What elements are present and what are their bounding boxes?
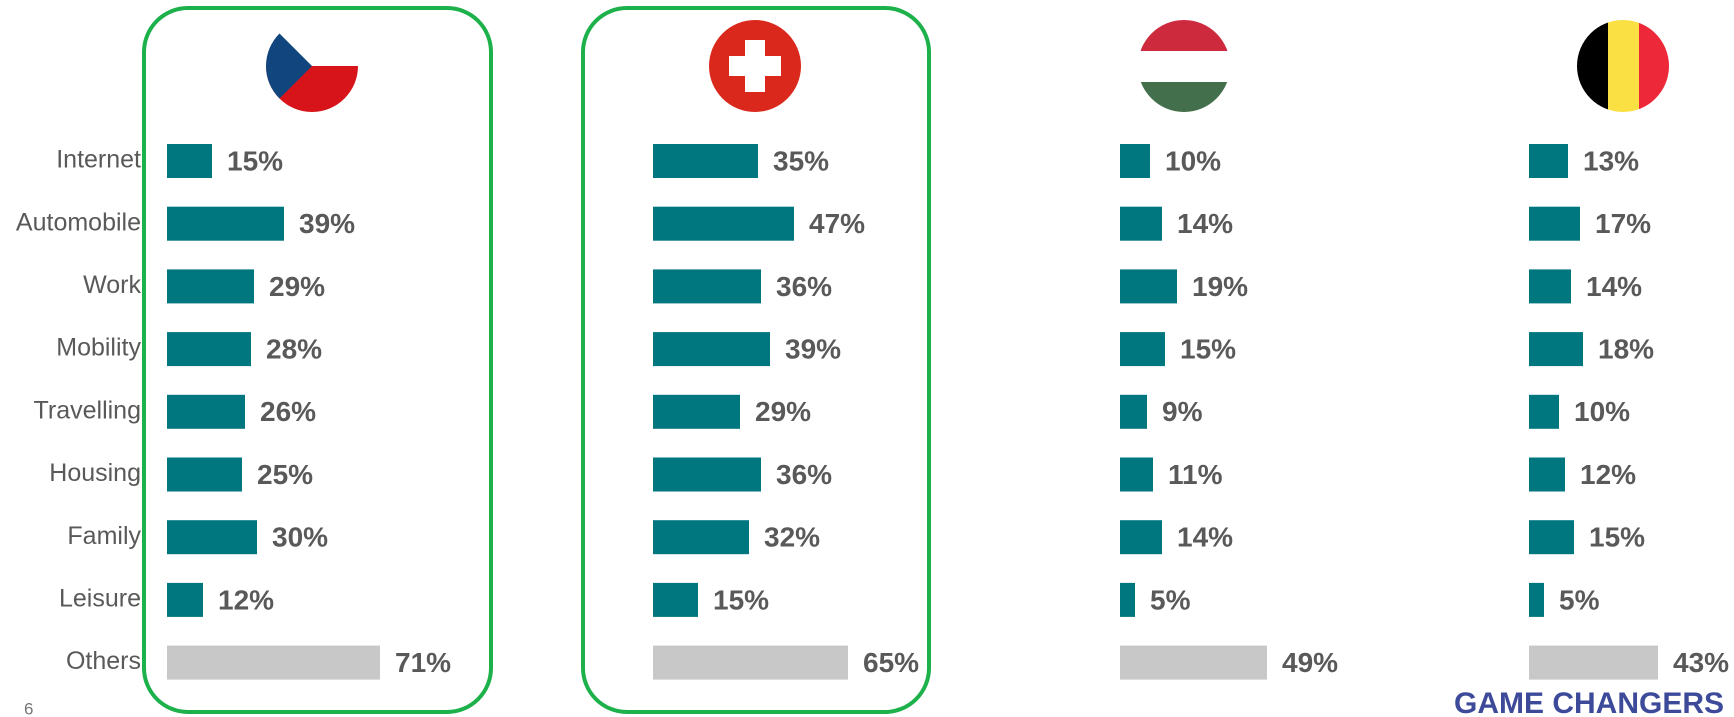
bar [167, 144, 212, 178]
category-label: Work [83, 271, 141, 299]
value-label: 39% [785, 333, 841, 364]
bar [1120, 332, 1165, 367]
bar [653, 457, 761, 492]
category-label: Family [67, 522, 141, 550]
value-label: 12% [218, 584, 274, 615]
value-label: 47% [809, 208, 865, 239]
value-label: 28% [266, 333, 322, 364]
value-label: 26% [260, 396, 316, 427]
highlight-box [142, 6, 493, 714]
bar [1529, 144, 1568, 178]
highlight-box [581, 6, 931, 714]
value-label: 14% [1586, 271, 1642, 302]
bar [653, 206, 794, 241]
value-label: 15% [1589, 522, 1645, 553]
bar [1529, 332, 1583, 367]
bar [1120, 457, 1153, 492]
value-label: 29% [755, 396, 811, 427]
category-label: Automobile [16, 208, 141, 236]
value-label: 65% [863, 647, 919, 678]
value-label: 13% [1583, 145, 1639, 176]
bar [653, 520, 749, 555]
value-label: 10% [1574, 396, 1630, 427]
value-label: 5% [1559, 584, 1600, 615]
value-label: 15% [1180, 333, 1236, 364]
value-label: 36% [776, 271, 832, 302]
bar [1529, 457, 1565, 492]
category-label: Others [66, 647, 141, 675]
bar [167, 520, 257, 555]
page-number: 6 [24, 699, 33, 717]
value-label: 43% [1673, 647, 1729, 678]
bar [653, 582, 698, 617]
bar [653, 269, 761, 304]
value-label: 71% [395, 647, 451, 678]
bar [167, 645, 380, 680]
bar [1120, 144, 1150, 178]
bar [1529, 269, 1571, 304]
bar [1529, 394, 1559, 429]
bar [1529, 520, 1574, 555]
brand: GAME CHANGERS [1454, 687, 1724, 717]
value-label: 11% [1168, 459, 1223, 490]
value-label: 14% [1177, 208, 1233, 239]
value-label: 30% [272, 522, 328, 553]
value-label: 25% [257, 459, 313, 490]
value-label: 29% [269, 271, 325, 302]
bar [1529, 582, 1544, 617]
flag-hungary [1138, 20, 1230, 112]
bar [1120, 520, 1162, 555]
bar [167, 206, 284, 241]
value-label: 15% [713, 584, 769, 615]
flag-switzerland [709, 20, 801, 112]
value-label: 49% [1282, 647, 1338, 678]
category-label: Internet [56, 146, 141, 174]
value-label: 18% [1598, 333, 1654, 364]
bar [1120, 582, 1135, 617]
value-label: 19% [1192, 271, 1248, 302]
value-label: 10% [1165, 145, 1221, 176]
bar [1120, 269, 1177, 304]
bar [167, 394, 245, 429]
value-label: 5% [1150, 584, 1191, 615]
category-label: Leisure [59, 585, 141, 613]
value-label: 12% [1580, 459, 1636, 490]
bar [167, 269, 254, 304]
value-label: 17% [1595, 208, 1651, 239]
bar [653, 332, 770, 367]
bar [167, 457, 242, 492]
flag-czech [266, 20, 358, 112]
flag-belgium [1577, 20, 1669, 112]
value-label: 39% [299, 208, 355, 239]
category-label: Housing [49, 459, 141, 487]
value-label: 9% [1162, 396, 1203, 427]
bar [653, 645, 848, 680]
bar [653, 394, 740, 429]
bar [1120, 394, 1147, 429]
category-label: Travelling [34, 396, 141, 424]
bar [1120, 206, 1162, 241]
bar [653, 144, 758, 178]
bar [1529, 645, 1658, 680]
bar [167, 332, 251, 367]
value-label: 32% [764, 522, 820, 553]
bar [1120, 645, 1267, 680]
value-label: 36% [776, 459, 832, 490]
category-label: Mobility [56, 334, 141, 362]
value-label: 15% [227, 145, 283, 176]
bar [1529, 206, 1580, 241]
value-label: 14% [1177, 522, 1233, 553]
value-label: 35% [773, 145, 829, 176]
bar [167, 582, 203, 617]
